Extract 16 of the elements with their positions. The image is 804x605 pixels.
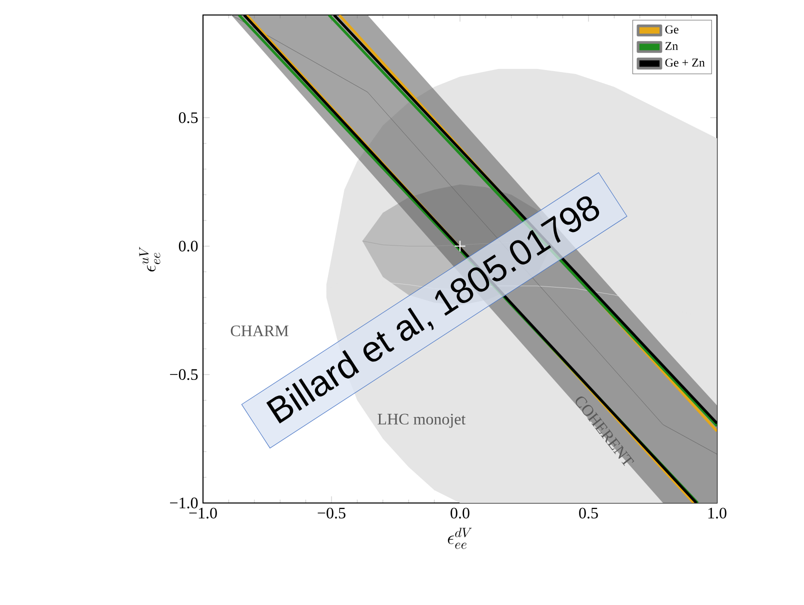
y-tick-label: −0.5 <box>170 369 198 380</box>
y-tick-label: −1.0 <box>170 498 198 508</box>
y-axis-title: $\epsilon_{ee}^{uV}$ <box>139 246 160 272</box>
y-tick-label: 0.5 <box>178 112 198 124</box>
x-axis-title: $\epsilon_{ee}^{dV}$ <box>448 528 472 549</box>
x-tick-label: −0.5 <box>318 508 346 519</box>
x-tick-label: 0.0 <box>450 508 470 519</box>
x-tick-label: −1.0 <box>189 508 217 519</box>
annotation: CHARM <box>230 326 288 336</box>
x-tick-label: 0.5 <box>579 508 598 519</box>
annotation: LHC monojet <box>378 414 466 428</box>
legend-label: Ge + Zn <box>665 58 705 67</box>
y-tick-label: 0.0 <box>178 240 198 252</box>
legend-label: Ge <box>665 25 678 34</box>
legend-label: Zn <box>665 42 678 50</box>
x-tick-label: 1.0 <box>708 508 726 519</box>
